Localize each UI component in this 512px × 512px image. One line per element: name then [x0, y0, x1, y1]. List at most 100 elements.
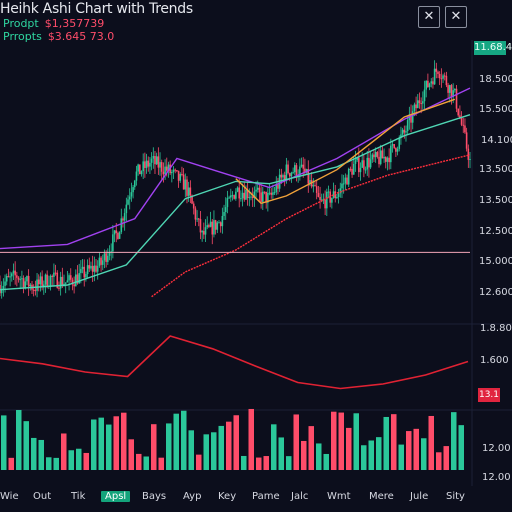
candle-body: [107, 255, 109, 262]
candle-body: [93, 265, 96, 272]
candle-body: [59, 276, 62, 289]
candle-body: [283, 175, 286, 180]
candle-body: [157, 156, 160, 168]
volume-bar: [286, 456, 292, 470]
candle-body: [41, 276, 43, 287]
volume-bar: [91, 419, 97, 470]
candle-body: [147, 160, 150, 167]
candle-body: [390, 145, 392, 163]
candle-body: [34, 290, 37, 292]
candle-body: [437, 71, 439, 74]
candle-body: [344, 177, 347, 184]
candle-body: [112, 234, 114, 252]
candle-body: [405, 131, 407, 133]
candle-body: [376, 152, 379, 157]
candle-body: [447, 85, 449, 93]
candle-body: [199, 219, 202, 233]
candle-body: [171, 172, 173, 174]
candle-body: [352, 163, 355, 175]
candle-body: [270, 192, 273, 195]
candle-body: [420, 103, 422, 105]
volume-bar: [143, 456, 149, 470]
candle-body: [142, 161, 144, 172]
candle-body: [167, 164, 170, 171]
candle-body: [250, 196, 252, 198]
candle-body: [135, 171, 138, 181]
candle-body: [85, 274, 87, 278]
candle-body: [359, 167, 362, 173]
candle-body: [56, 272, 59, 288]
volume-bar: [383, 416, 389, 470]
candle-body: [349, 168, 352, 170]
candle-body: [10, 273, 13, 277]
volume-bar: [61, 433, 67, 470]
candle-body: [275, 184, 278, 193]
candle-body: [287, 164, 289, 174]
candle-body: [416, 100, 419, 109]
candle-body: [187, 187, 190, 196]
candle-body: [81, 266, 84, 269]
candle-body: [354, 160, 357, 164]
candle-body: [267, 193, 269, 203]
candle-body: [358, 157, 360, 173]
candle-body: [19, 279, 22, 281]
candle-body: [208, 225, 210, 227]
candle-body: [337, 193, 340, 197]
close-icon[interactable]: ✕: [418, 6, 440, 28]
volume-bar: [128, 439, 134, 470]
candle-body: [378, 156, 380, 165]
volume-bar: [211, 432, 217, 470]
candle-body: [221, 215, 224, 227]
candle-body: [231, 195, 234, 197]
candle-body: [268, 192, 271, 194]
candle-body: [91, 265, 94, 272]
candle-body: [14, 270, 16, 276]
candle-body: [22, 278, 25, 288]
candle-body: [246, 189, 249, 198]
candle-body: [401, 129, 404, 135]
candle-body: [459, 115, 461, 118]
candle-body: [452, 90, 454, 98]
candle-body: [149, 162, 151, 167]
candle-body: [0, 288, 3, 294]
candle-body: [411, 111, 414, 123]
candle-body: [228, 197, 230, 199]
candle-body: [455, 88, 458, 109]
candle-body: [332, 191, 335, 198]
candle-body: [78, 273, 80, 284]
volume-axis-label: 12.00: [482, 472, 511, 483]
close-icon-2[interactable]: ✕: [445, 6, 467, 28]
candle-body: [369, 159, 372, 168]
volume-bar: [301, 440, 307, 470]
trend-line-orange: [235, 98, 456, 205]
candle-body: [410, 114, 412, 123]
volume-bar: [151, 424, 157, 470]
candle-body: [324, 199, 326, 209]
x-axis-label-active[interactable]: Apsl: [101, 491, 131, 502]
candle-body: [69, 275, 72, 280]
volume-bar: [271, 424, 277, 470]
candle-body: [71, 279, 74, 285]
volume-bar: [316, 443, 322, 470]
candle-body: [64, 282, 67, 284]
candle-body: [162, 171, 165, 175]
x-axis-label: Sity: [446, 491, 465, 502]
candle-body: [379, 150, 382, 165]
candle-body: [366, 157, 369, 170]
volume-bar: [31, 437, 37, 470]
candle-body: [319, 196, 321, 200]
candle-body: [356, 157, 358, 161]
candle-body: [73, 284, 75, 287]
candle-body: [373, 154, 375, 158]
candle-body: [51, 275, 54, 277]
volume-bar: [218, 425, 224, 470]
volume-bar: [406, 431, 412, 470]
volume-bar: [181, 410, 187, 470]
candle-body: [123, 213, 126, 221]
candle-body: [118, 232, 121, 239]
x-axis-label: Jule: [410, 491, 429, 502]
candle-body: [214, 220, 217, 230]
candle-body: [277, 184, 279, 189]
